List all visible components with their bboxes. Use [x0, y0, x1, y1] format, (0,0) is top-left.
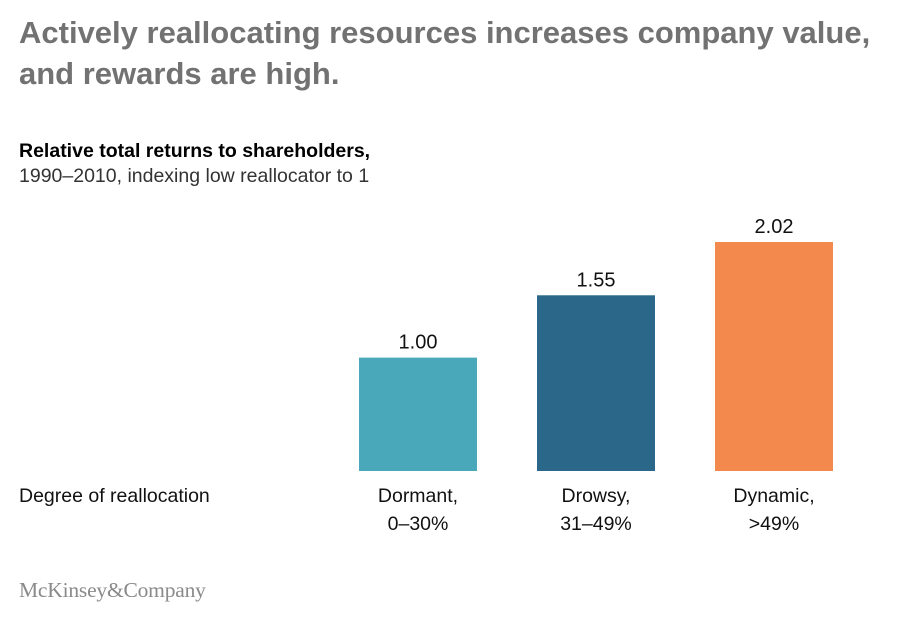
bar-value-label-3: 2.02	[755, 216, 794, 238]
category-label-3-line-2: >49%	[749, 513, 799, 535]
mckinsey-logo: McKinsey&Company	[19, 578, 206, 602]
headline: Actively reallocating resources increase…	[19, 15, 871, 91]
chart-title: Relative total returns to shareholders,	[19, 140, 371, 162]
category-label-3-line-1: Dynamic,	[733, 485, 814, 507]
x-axis-title: Degree of reallocation	[19, 485, 210, 507]
bar-1	[359, 357, 477, 471]
category-label-2-line-1: Drowsy,	[562, 485, 631, 507]
category-label-2-line-2: 31–49%	[560, 513, 632, 535]
bar-3	[715, 242, 833, 471]
chart-heading: Relative total returns to shareholders, …	[19, 139, 619, 189]
bar-value-label-2: 1.55	[577, 269, 616, 291]
bar-2	[537, 295, 655, 471]
category-label-1-line-1: Dormant,	[378, 485, 458, 507]
chart-subtitle: 1990–2010, indexing low reallocator to 1	[19, 165, 370, 187]
category-label-1-line-2: 0–30%	[388, 513, 449, 535]
bar-value-label-1: 1.00	[399, 332, 438, 354]
